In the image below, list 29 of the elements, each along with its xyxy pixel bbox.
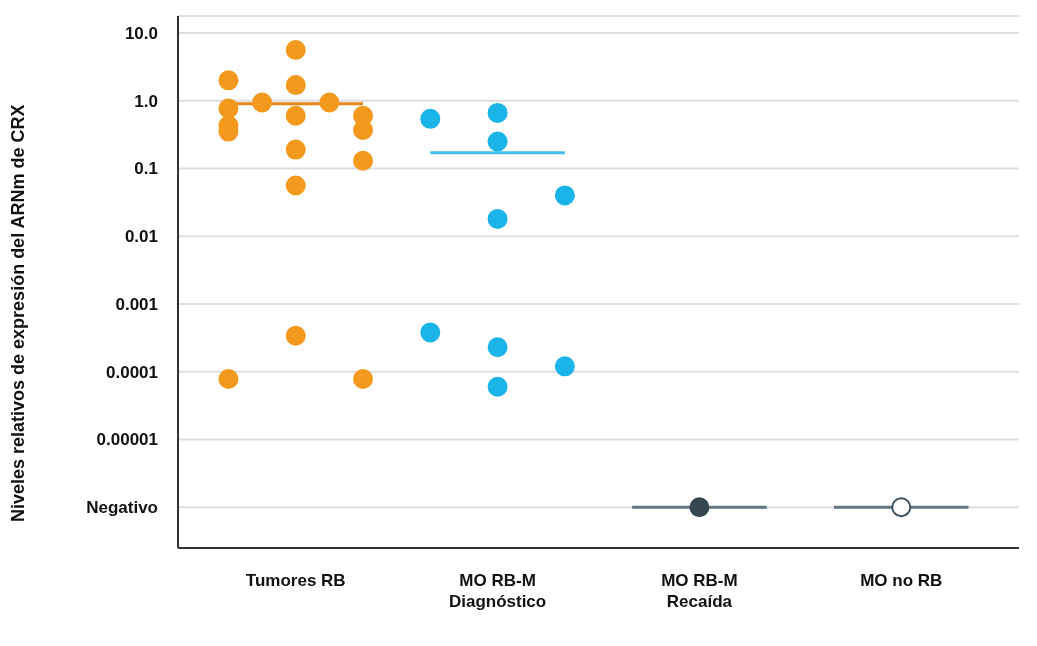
point — [285, 325, 306, 346]
y-tick-label: 0.1 — [134, 159, 158, 179]
point — [285, 139, 306, 160]
y-tick-label: 0.00001 — [96, 430, 158, 450]
x-tick-label: MO RB-M Recaída — [661, 571, 738, 611]
point — [891, 497, 912, 518]
y-tick-label: 0.001 — [115, 294, 158, 314]
y-tick-label: 0.01 — [124, 227, 158, 247]
point — [218, 70, 239, 91]
y-tick-label: 10.0 — [124, 23, 158, 43]
x-tick-label: MO no RB — [860, 571, 943, 590]
point — [285, 175, 306, 196]
point — [285, 105, 306, 126]
y-tick-label: 0.0001 — [106, 362, 158, 382]
point — [420, 322, 441, 343]
point — [353, 150, 374, 171]
y-axis-title: Niveles relativos de expresión del ARNm de CRX — [8, 104, 29, 522]
point — [285, 40, 306, 61]
x-tick-label: Tumores RB — [245, 571, 346, 590]
x-tick-label: MO RB-M Diagnóstico — [448, 571, 547, 611]
point — [554, 356, 575, 377]
point — [319, 92, 340, 113]
point — [252, 92, 273, 113]
y-tick-label: Negativo — [86, 498, 158, 518]
point — [353, 369, 374, 390]
point — [218, 369, 239, 390]
y-tick-label: 1.0 — [134, 91, 158, 111]
point — [487, 131, 508, 152]
point — [689, 497, 710, 518]
